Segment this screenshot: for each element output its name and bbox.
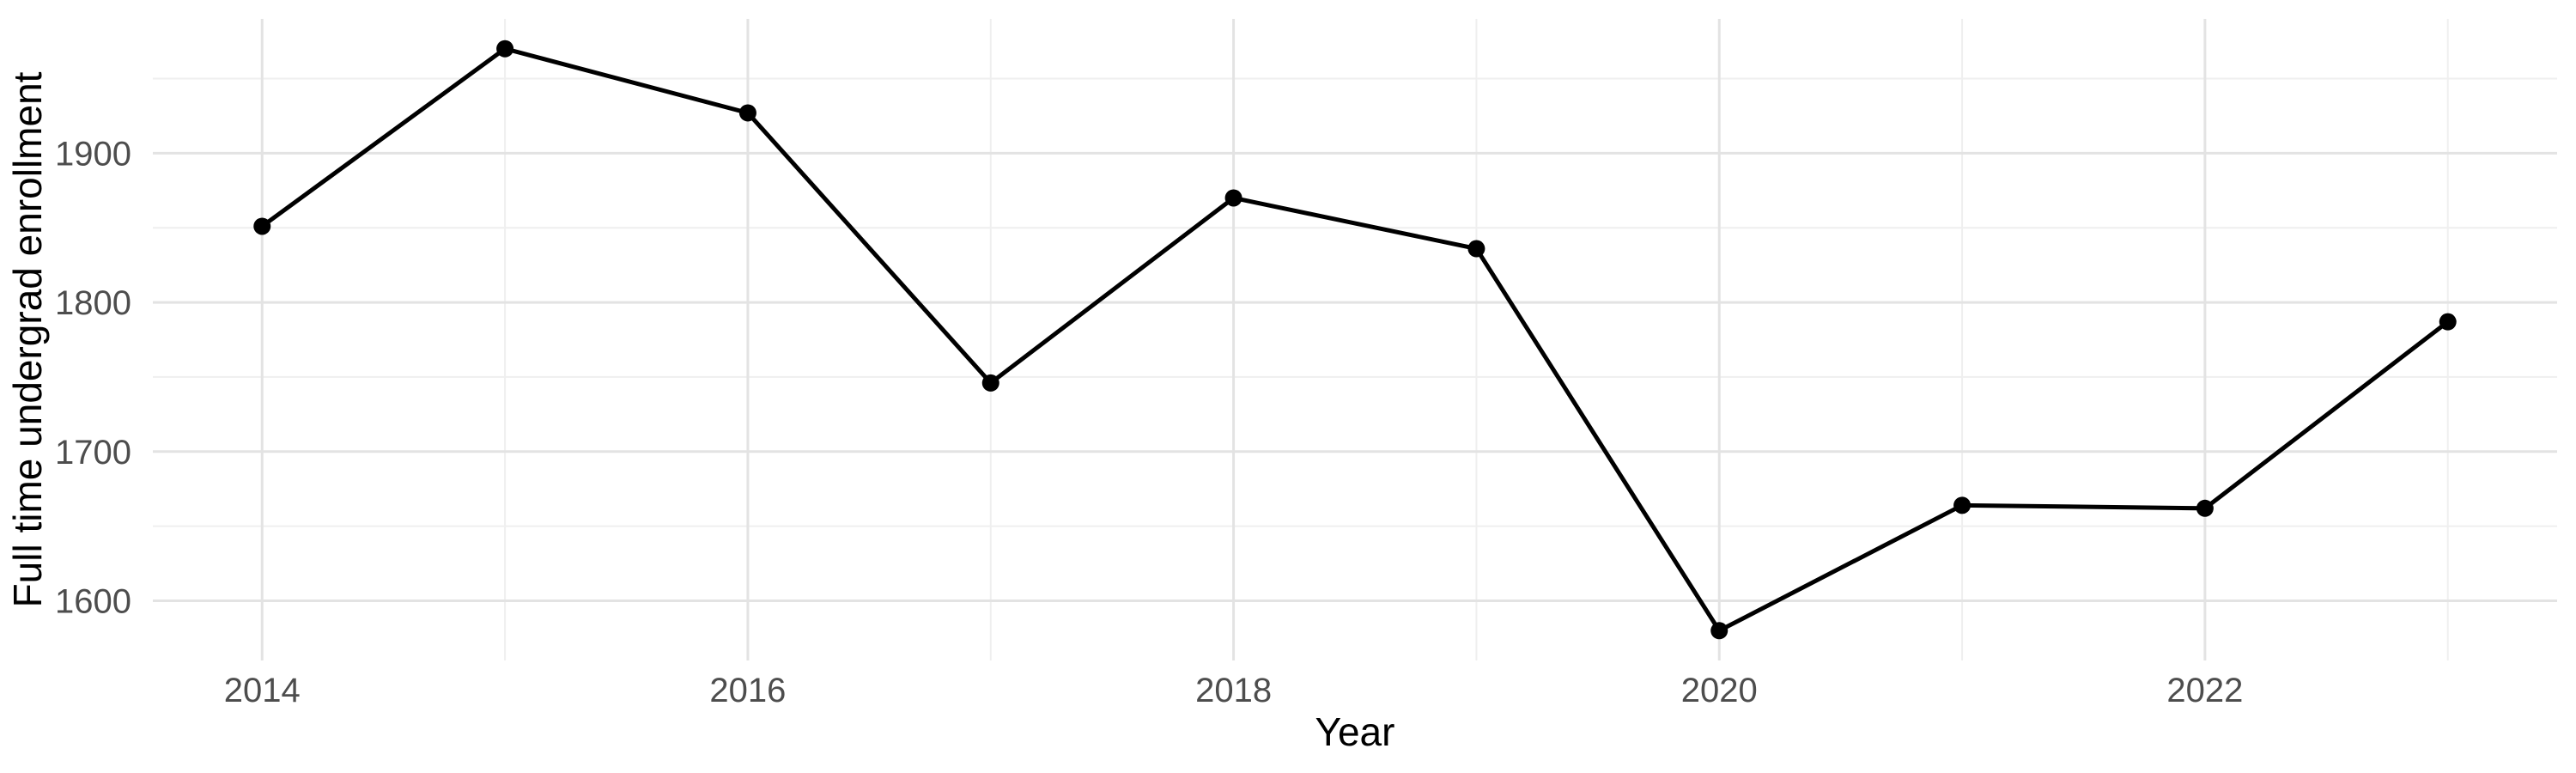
x-axis-title: Year <box>1315 709 1395 754</box>
grid-major <box>153 19 2557 660</box>
x-tick-label: 2018 <box>1195 672 1272 709</box>
data-point <box>1710 622 1728 640</box>
data-point <box>496 40 514 58</box>
x-tick-label: 2016 <box>709 672 786 709</box>
data-point <box>1953 496 1971 514</box>
data-point <box>738 104 756 122</box>
data-point <box>1224 189 1242 207</box>
y-tick-label: 1900 <box>55 135 131 173</box>
x-tick-label: 2022 <box>2166 672 2243 709</box>
grid-minor <box>153 19 2557 660</box>
data-point <box>2439 313 2457 331</box>
data-point <box>253 217 271 235</box>
data-point <box>1467 240 1485 258</box>
trend-line <box>260 46 2450 634</box>
y-tick-label: 1700 <box>55 434 131 472</box>
y-tick-label: 1600 <box>55 583 131 621</box>
data-point <box>981 374 999 392</box>
x-tick-label: 2014 <box>224 672 301 709</box>
y-tick-label: 1800 <box>55 284 131 322</box>
y-axis-title: Full time undergrad enrollment <box>5 71 50 607</box>
data-point <box>2196 499 2214 517</box>
x-tick-label: 2020 <box>1681 672 1758 709</box>
data-points <box>253 40 2457 640</box>
